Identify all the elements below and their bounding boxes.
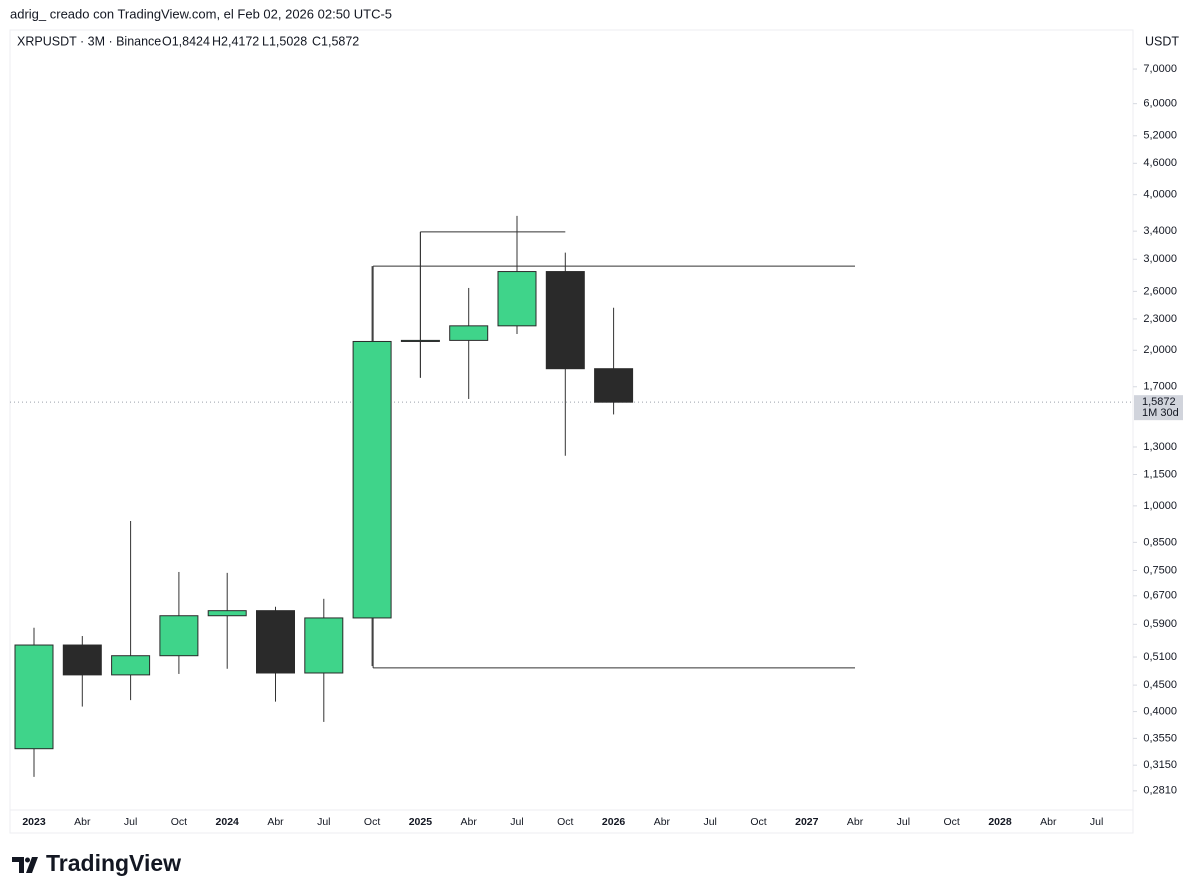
x-tick-label: Abr	[847, 816, 864, 828]
y-tick-label: 0,2810	[1143, 785, 1177, 797]
x-tick-label: Jul	[1090, 816, 1103, 828]
candle-body	[594, 368, 634, 403]
x-tick-label: Jul	[317, 816, 330, 828]
ohlc-legend: O1,8424	[162, 34, 210, 48]
y-tick-label: 3,0000	[1143, 253, 1177, 265]
x-tick-label: Jul	[124, 816, 137, 828]
y-tick-label: 1,7000	[1143, 381, 1177, 393]
x-tick-label: Oct	[557, 816, 573, 828]
x-tick-label: Jul	[510, 816, 523, 828]
y-tick-label: 4,0000	[1143, 189, 1177, 201]
last-price-label: 1,5872	[1142, 396, 1176, 408]
countdown: 1M 30d	[1142, 407, 1179, 419]
x-tick-label: Abr	[654, 816, 671, 828]
candle-body	[14, 644, 54, 750]
x-tick-label: 2025	[409, 816, 433, 828]
y-tick-label: 1,0000	[1143, 500, 1177, 512]
y-tick-label: 1,1500	[1143, 468, 1177, 480]
x-tick-label: 2024	[216, 816, 240, 828]
candle-body	[304, 617, 344, 674]
x-tick-label: Oct	[364, 816, 380, 828]
candle-body	[111, 655, 151, 676]
y-tick-label: 1,3000	[1143, 441, 1177, 453]
footer-brand: TradingView	[46, 850, 181, 876]
logo	[12, 857, 38, 873]
y-tick-label: 0,5900	[1143, 618, 1177, 630]
y-tick-label: 3,4000	[1143, 225, 1177, 237]
y-tick-label: 0,7500	[1143, 564, 1177, 576]
candle-body	[62, 644, 102, 676]
y-tick-label: 7,0000	[1143, 63, 1177, 75]
ohlc-legend: L1,5028	[262, 34, 307, 48]
y-tick-label: 2,6000	[1143, 285, 1177, 297]
y-tick-label: 0,8500	[1143, 536, 1177, 548]
y-tick-label: 0,3550	[1143, 732, 1177, 744]
x-tick-label: Abr	[74, 816, 91, 828]
candle-body	[497, 271, 537, 327]
candle-body	[256, 610, 295, 674]
y-tick-label: 0,4500	[1143, 679, 1177, 691]
x-tick-label: Oct	[171, 816, 187, 828]
candle-body	[159, 615, 199, 657]
y-tick-label: 5,2000	[1143, 130, 1177, 142]
x-tick-label: 2026	[602, 816, 626, 828]
y-tick-label: 0,5100	[1143, 651, 1177, 663]
logo-icon	[25, 857, 30, 863]
ohlc-legend: C1,5872	[312, 34, 359, 48]
y-tick-label: 2,3000	[1143, 313, 1177, 325]
y-tick-label: 0,3150	[1143, 759, 1177, 771]
candle-body	[545, 271, 585, 370]
candle-body	[352, 340, 392, 619]
y-axis-label: USDT	[1145, 34, 1179, 48]
y-tick-label: 4,6000	[1143, 157, 1177, 169]
x-tick-label: Jul	[703, 816, 716, 828]
x-tick-label: 2027	[795, 816, 819, 828]
candle-body	[449, 325, 489, 341]
x-tick-label: Abr	[267, 816, 284, 828]
ohlc-legend: H2,4172	[212, 34, 259, 48]
x-tick-label: Jul	[897, 816, 910, 828]
chart-title: XRPUSDT · 3M · Binance	[17, 34, 161, 48]
x-tick-label: Oct	[750, 816, 766, 828]
x-tick-label: Oct	[944, 816, 960, 828]
candle-body	[207, 610, 247, 617]
y-tick-label: 0,4000	[1143, 705, 1177, 717]
x-tick-label: Abr	[1040, 816, 1057, 828]
x-tick-label: 2028	[988, 816, 1012, 828]
x-tick-label: 2023	[22, 816, 46, 828]
y-tick-label: 2,0000	[1143, 344, 1177, 356]
logo-icon	[12, 857, 38, 873]
y-tick-label: 6,0000	[1143, 98, 1177, 110]
caption: adrig_ creado con TradingView.com, el Fe…	[10, 6, 392, 21]
x-tick-label: Abr	[461, 816, 478, 828]
y-tick-label: 0,6700	[1143, 590, 1177, 602]
candle-body	[400, 339, 440, 342]
last-price-tag	[1134, 395, 1183, 421]
